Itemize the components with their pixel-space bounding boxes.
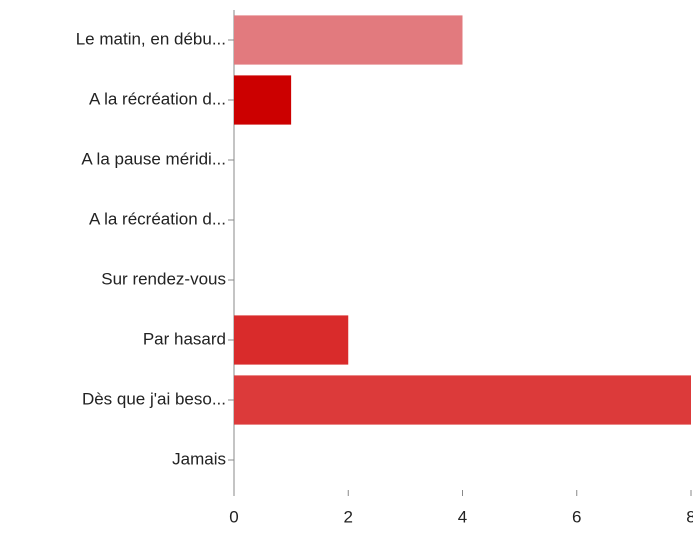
bar [234,15,463,65]
y-tick-label: Par hasard [143,329,226,348]
y-tick-label: Jamais [172,449,226,468]
y-tick-label: A la récréation d... [89,209,226,228]
bar [234,375,691,425]
x-tick-label: 8 [686,507,693,526]
bar [234,75,292,125]
y-tick-label: Sur rendez-vous [101,269,226,288]
x-tick-label: 0 [229,507,238,526]
x-tick-label: 6 [572,507,581,526]
y-tick-label: Dès que j'ai beso... [82,389,226,408]
y-tick-label: A la récréation d... [89,89,226,108]
x-tick-label: 4 [458,507,467,526]
x-tick-label: 2 [344,507,353,526]
bar [234,315,349,365]
y-tick-label: Le matin, en débu... [76,29,226,48]
y-tick-label: A la pause méridi... [81,149,226,168]
